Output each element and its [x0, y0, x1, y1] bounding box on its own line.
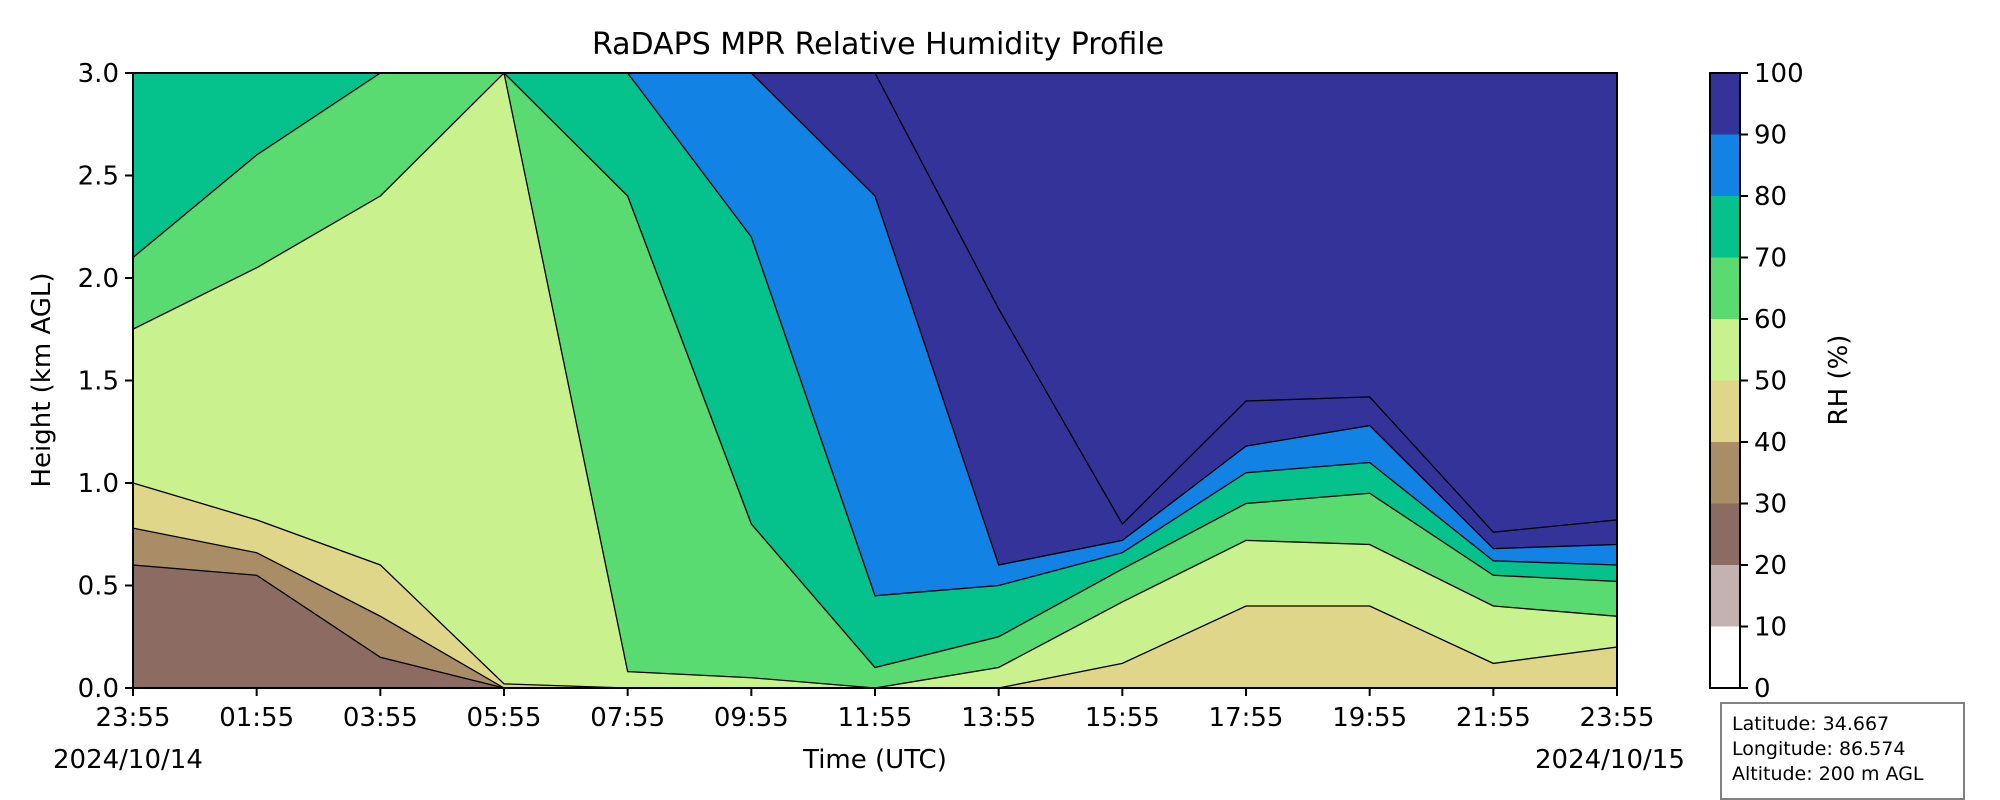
colorbar-tick-label: 50 [1754, 367, 1787, 397]
y-tick-label: 2.5 [78, 162, 119, 192]
x-tick-label: 03:55 [343, 703, 418, 733]
x-tick-label: 21:55 [1456, 703, 1531, 733]
colorbar-tick-label: 100 [1754, 59, 1804, 89]
x-tick-label: 11:55 [838, 703, 913, 733]
x-axis-label: Time (UTC) [802, 745, 947, 775]
latitude-text: Latitude: 34.667 [1732, 713, 1890, 735]
y-tick-label: 1.0 [78, 469, 119, 499]
y-tick-label: 1.5 [78, 367, 119, 397]
colorbar-tick-label: 0 [1754, 674, 1771, 704]
x-tick-label: 09:55 [714, 703, 789, 733]
y-axis: 0.0 0.5 1.0 1.5 2.0 2.5 3.0 [78, 59, 133, 704]
colorbar-segment-40 [1710, 380, 1740, 442]
y-tick-label: 2.0 [78, 264, 119, 294]
colorbar-segment-10 [1710, 565, 1740, 627]
colorbar-segment-60 [1710, 257, 1740, 319]
longitude-text: Longitude: 86.574 [1732, 738, 1906, 760]
colorbar-segment-20 [1710, 503, 1740, 565]
end-date-label: 2024/10/15 [1535, 745, 1685, 775]
colorbar-tick-label: 60 [1754, 305, 1787, 335]
x-tick-label: 01:55 [219, 703, 294, 733]
y-tick-label: 0.5 [78, 572, 119, 602]
colorbar-segment-80 [1710, 134, 1740, 196]
station-info-box: Latitude: 34.667 Longitude: 86.574 Altit… [1720, 702, 1965, 800]
colorbar-segment-50 [1710, 319, 1740, 381]
y-tick-label: 3.0 [78, 59, 119, 89]
x-tick-label: 05:55 [467, 703, 542, 733]
x-tick-label: 13:55 [961, 703, 1036, 733]
colorbar-tick-label: 40 [1754, 428, 1787, 458]
y-axis-label: Height (km AGL) [27, 272, 57, 487]
y-tick-label: 0.0 [78, 674, 119, 704]
x-axis: 23:55 01:55 03:55 05:55 07:55 09:55 11:55 13:55… [96, 688, 1655, 733]
colorbar: 0 10 20 30 40 50 60 70 80 90 100 [1709, 59, 1804, 704]
x-tick-label: 23:55 [1580, 703, 1655, 733]
x-tick-label: 15:55 [1085, 703, 1160, 733]
x-tick-label: 17:55 [1209, 703, 1284, 733]
colorbar-tick-label: 30 [1754, 490, 1787, 520]
colorbar-tick-label: 10 [1754, 613, 1787, 643]
colorbar-segment-30 [1710, 442, 1740, 504]
x-tick-label: 07:55 [590, 703, 665, 733]
colorbar-tick-label: 20 [1754, 551, 1787, 581]
colorbar-tick-label: 70 [1754, 244, 1787, 274]
chart-title: RaDAPS MPR Relative Humidity Profile [592, 27, 1164, 62]
plot-area [132, 71, 1618, 689]
altitude-text: Altitude: 200 m AGL [1732, 763, 1924, 785]
start-date-label: 2024/10/14 [53, 745, 203, 775]
colorbar-tick-label: 80 [1754, 182, 1787, 212]
colorbar-segment-0 [1710, 626, 1740, 688]
x-tick-label: 23:55 [96, 703, 171, 733]
colorbar-segment-70 [1710, 196, 1740, 258]
colorbar-label: RH (%) [1824, 335, 1854, 426]
colorbar-segment-90 [1710, 73, 1740, 135]
x-tick-label: 19:55 [1332, 703, 1407, 733]
colorbar-tick-label: 90 [1754, 121, 1787, 151]
rh-contour-bands [132, 71, 1618, 689]
